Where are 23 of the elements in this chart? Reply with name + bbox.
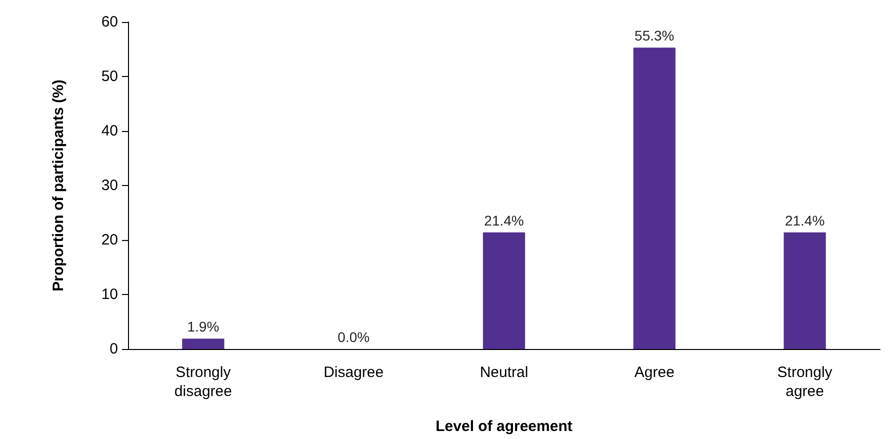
data-label: 0.0% bbox=[338, 329, 370, 345]
x-axis-title: Level of agreement bbox=[436, 418, 572, 435]
data-label: 1.9% bbox=[187, 318, 220, 335]
bar bbox=[482, 232, 526, 349]
data-label: 21.4% bbox=[484, 212, 524, 228]
y-tick-label: 0 bbox=[110, 340, 118, 358]
y-axis-title: Proportion of participants (%) bbox=[50, 80, 67, 292]
bar bbox=[633, 48, 676, 349]
y-tick-label: 30 bbox=[101, 177, 118, 194]
x-tick-label: Strongly disagree bbox=[174, 364, 232, 400]
x-tick-label: Agree bbox=[634, 364, 674, 381]
bar bbox=[182, 338, 224, 349]
data-label: 55.3% bbox=[634, 28, 674, 44]
x-tick-label: Strongly agree bbox=[777, 364, 833, 400]
data-label: 21.4% bbox=[784, 212, 825, 228]
y-tick-label: 20 bbox=[101, 232, 118, 248]
y-tick-label: 60 bbox=[101, 14, 118, 30]
y-tick-label: 10 bbox=[101, 286, 118, 303]
y-tick-label: 50 bbox=[101, 68, 118, 85]
x-tick-label: Neutral bbox=[480, 364, 528, 381]
x-tick-label: Disagree bbox=[324, 364, 384, 381]
bar bbox=[784, 232, 826, 349]
y-tick-label: 40 bbox=[101, 122, 118, 140]
